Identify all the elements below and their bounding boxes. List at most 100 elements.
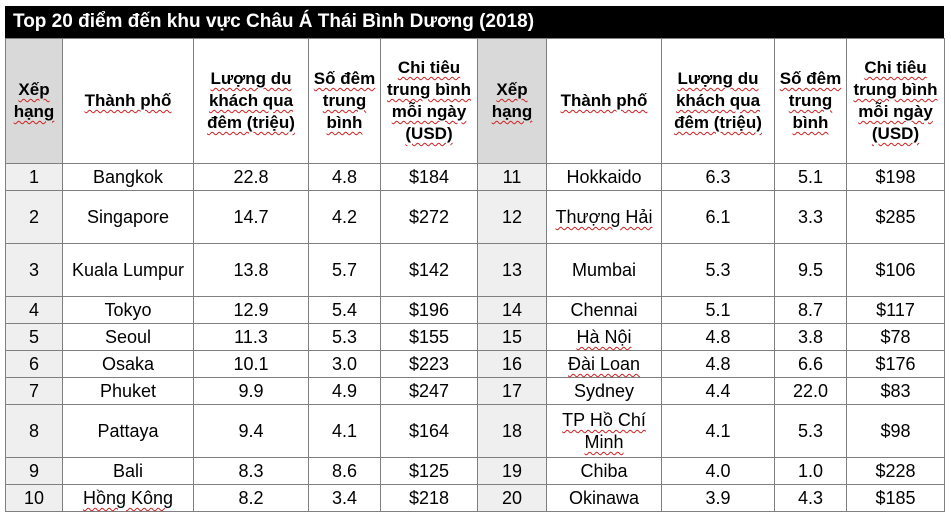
rank-cell: 5: [5, 323, 63, 351]
table-row: 6 Osaka 10.1 3.0 $223 16 Đài Loan 4.8 6.…: [5, 350, 945, 378]
spend-cell: $285: [846, 190, 945, 244]
rank-cell: 13: [477, 243, 547, 297]
nights-cell: 8.7: [774, 296, 847, 324]
visitors-cell: 14.7: [193, 190, 309, 244]
city-cell: Đài Loan: [546, 350, 662, 378]
rank-cell: 17: [477, 377, 547, 405]
city-cell: Seoul: [62, 323, 194, 351]
table-row: 5 Seoul 11.3 5.3 $155 15 Hà Nội 4.8 3.8 …: [5, 323, 945, 351]
city-cell: Chiba: [546, 457, 662, 485]
city-cell: Kuala Lumpur: [62, 243, 194, 297]
visitors-cell: 9.9: [193, 377, 309, 405]
nights-cell: 3.3: [774, 190, 847, 244]
destinations-table: Xếp hạng Thành phố Lượng du khách qua đê…: [5, 38, 945, 512]
table-row: 1 Bangkok 22.8 4.8 $184 11 Hokkaido 6.3 …: [5, 163, 945, 191]
nights-cell: 1.0: [774, 457, 847, 485]
header-rank: Xếp hạng: [477, 38, 547, 164]
nights-cell: 5.1: [774, 163, 847, 191]
spend-cell: $185: [846, 484, 945, 512]
rank-cell: 11: [477, 163, 547, 191]
spend-cell: $117: [846, 296, 945, 324]
city-cell: TP Hồ Chí Minh: [546, 404, 662, 458]
rank-cell: 2: [5, 190, 63, 244]
visitors-cell: 8.2: [193, 484, 309, 512]
visitors-cell: 8.3: [193, 457, 309, 485]
spend-cell: $176: [846, 350, 945, 378]
header-visitors: Lượng du khách qua đêm (triệu): [661, 38, 775, 164]
rank-cell: 1: [5, 163, 63, 191]
rank-cell: 6: [5, 350, 63, 378]
spend-cell: $164: [380, 404, 478, 458]
nights-cell: 4.1: [308, 404, 381, 458]
rank-cell: 14: [477, 296, 547, 324]
rank-cell: 18: [477, 404, 547, 458]
city-cell: Sydney: [546, 377, 662, 405]
header-spend: Chi tiêu trung bình mỗi ngày (USD): [380, 38, 478, 164]
visitors-cell: 22.8: [193, 163, 309, 191]
spend-cell: $223: [380, 350, 478, 378]
visitors-cell: 5.1: [661, 296, 775, 324]
table-title: Top 20 điểm đến khu vực Châu Á Thái Bình…: [5, 6, 944, 38]
nights-cell: 5.3: [774, 404, 847, 458]
spend-cell: $184: [380, 163, 478, 191]
nights-cell: 3.4: [308, 484, 381, 512]
spend-cell: $98: [846, 404, 945, 458]
spend-cell: $83: [846, 377, 945, 405]
nights-cell: 6.6: [774, 350, 847, 378]
nights-cell: 4.2: [308, 190, 381, 244]
visitors-cell: 4.4: [661, 377, 775, 405]
table-row: 9 Bali 8.3 8.6 $125 19 Chiba 4.0 1.0 $22…: [5, 457, 945, 485]
visitors-cell: 5.3: [661, 243, 775, 297]
table-row: 8 Pattaya 9.4 4.1 $164 18 TP Hồ Chí Minh…: [5, 404, 945, 458]
visitors-cell: 4.1: [661, 404, 775, 458]
visitors-cell: 4.0: [661, 457, 775, 485]
rank-cell: 10: [5, 484, 63, 512]
city-cell: Chennai: [546, 296, 662, 324]
spend-cell: $196: [380, 296, 478, 324]
city-cell: Osaka: [62, 350, 194, 378]
spend-cell: $125: [380, 457, 478, 485]
city-cell: Bali: [62, 457, 194, 485]
rank-cell: 7: [5, 377, 63, 405]
rank-cell: 4: [5, 296, 63, 324]
rank-cell: 9: [5, 457, 63, 485]
city-cell: Hokkaido: [546, 163, 662, 191]
nights-cell: 4.8: [308, 163, 381, 191]
visitors-cell: 12.9: [193, 296, 309, 324]
rank-cell: 19: [477, 457, 547, 485]
visitors-cell: 11.3: [193, 323, 309, 351]
nights-cell: 22.0: [774, 377, 847, 405]
spend-cell: $198: [846, 163, 945, 191]
nights-cell: 3.8: [774, 323, 847, 351]
rank-cell: 15: [477, 323, 547, 351]
city-cell: Okinawa: [546, 484, 662, 512]
visitors-cell: 10.1: [193, 350, 309, 378]
nights-cell: 4.9: [308, 377, 381, 405]
rank-cell: 8: [5, 404, 63, 458]
rank-cell: 3: [5, 243, 63, 297]
header-visitors: Lượng du khách qua đêm (triệu): [193, 38, 309, 164]
spend-cell: $106: [846, 243, 945, 297]
rank-cell: 20: [477, 484, 547, 512]
visitors-cell: 6.3: [661, 163, 775, 191]
header-nights: Số đêm trung bình: [308, 38, 381, 164]
visitors-cell: 6.1: [661, 190, 775, 244]
table-row: 3 Kuala Lumpur 13.8 5.7 $142 13 Mumbai 5…: [5, 243, 945, 297]
visitors-cell: 4.8: [661, 323, 775, 351]
header-city: Thành phố: [62, 38, 194, 164]
spend-cell: $218: [380, 484, 478, 512]
city-cell: Phuket: [62, 377, 194, 405]
spend-cell: $247: [380, 377, 478, 405]
spend-cell: $155: [380, 323, 478, 351]
table-row: 2 Singapore 14.7 4.2 $272 12 Thượng Hải …: [5, 190, 945, 244]
city-cell: Singapore: [62, 190, 194, 244]
visitors-cell: 13.8: [193, 243, 309, 297]
nights-cell: 8.6: [308, 457, 381, 485]
nights-cell: 5.3: [308, 323, 381, 351]
header-row: Xếp hạng Thành phố Lượng du khách qua đê…: [5, 38, 945, 164]
city-cell: Bangkok: [62, 163, 194, 191]
nights-cell: 9.5: [774, 243, 847, 297]
header-rank: Xếp hạng: [5, 38, 63, 164]
rank-cell: 12: [477, 190, 547, 244]
visitors-cell: 4.8: [661, 350, 775, 378]
